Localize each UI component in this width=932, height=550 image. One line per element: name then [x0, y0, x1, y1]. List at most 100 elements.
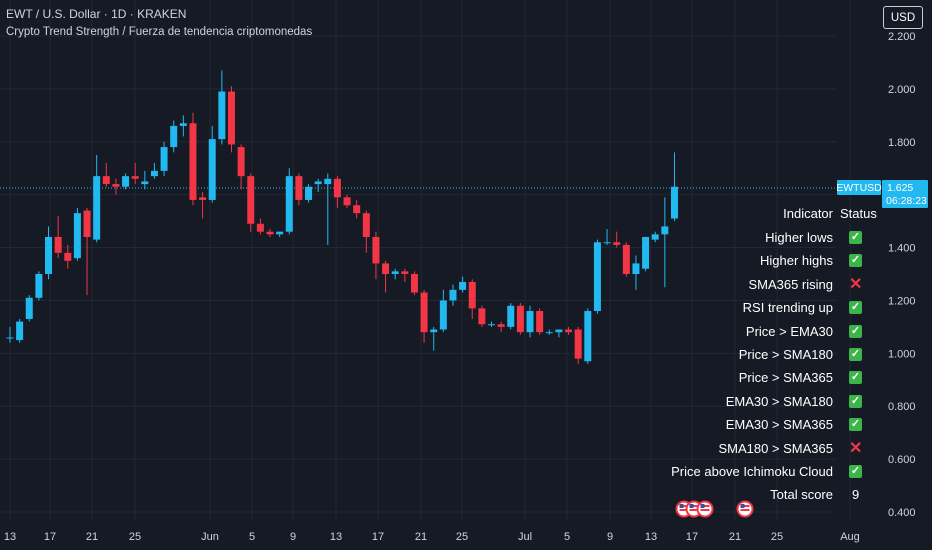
check-icon: ✓: [849, 324, 862, 338]
candle: [189, 112, 197, 206]
candle-body: [468, 281, 476, 309]
y-tick-label: 0.400: [888, 507, 916, 519]
table-row-label: SMA365 rising: [748, 276, 833, 292]
candle: [632, 255, 640, 290]
us-flag-event-icon[interactable]: [696, 500, 714, 518]
candle-body: [449, 289, 457, 301]
candle-body: [189, 123, 197, 200]
candle: [478, 305, 486, 327]
candle: [362, 210, 370, 253]
x-tick-label: 25: [456, 531, 468, 543]
table-header-indicator: Indicator: [783, 206, 833, 221]
candle: [449, 284, 457, 306]
candle-body: [227, 91, 235, 145]
candle: [401, 268, 409, 282]
candle: [410, 271, 418, 296]
candle: [439, 289, 447, 333]
candle: [305, 184, 313, 203]
candle: [391, 268, 399, 280]
price-badge-value: 1.625: [887, 182, 913, 194]
candle-body: [64, 252, 72, 261]
table-row-label: Higher lows: [765, 229, 833, 245]
candle: [382, 260, 390, 293]
y-tick-label: 1.000: [888, 348, 916, 360]
flag-stripe: [679, 505, 689, 507]
candle-body: [632, 263, 640, 274]
check-icon: ✓: [849, 464, 862, 478]
event-markers[interactable]: [675, 500, 754, 518]
table-row-label: RSI trending up: [742, 300, 833, 316]
x-tick-label: 5: [564, 531, 570, 543]
candle-body: [536, 311, 544, 333]
candle-body: [93, 176, 101, 240]
flag-stripe: [679, 509, 689, 511]
candle-body: [382, 263, 390, 274]
candle-body: [497, 324, 505, 327]
candle: [324, 173, 332, 245]
time-axis[interactable]: 13 17 21 25 Jun 5 9 13 17 21 25 Jul 5 9 13 17 21 25 Aug: [4, 531, 860, 543]
flag-canton: [679, 504, 684, 508]
symbol-title[interactable]: EWT / U.S. Dollar · 1D · KRAKEN: [6, 7, 187, 21]
x-tick-label: 17: [686, 531, 698, 543]
flag-stripe: [700, 509, 710, 511]
check-icon: ✓: [849, 394, 862, 408]
candle-body: [25, 297, 33, 319]
candle-body: [353, 205, 361, 214]
candle: [642, 236, 650, 272]
indicator-title[interactable]: Crypto Trend Strength / Fuerza de tenden…: [6, 26, 313, 38]
candle: [102, 162, 110, 187]
y-tick-label: 0.600: [888, 454, 916, 466]
candle: [430, 326, 438, 351]
candle: [574, 326, 582, 364]
table-row-label: Price above Ichimoku Cloud: [671, 463, 833, 479]
candle-body: [478, 308, 486, 325]
candle-body: [256, 223, 264, 232]
candle-body: [593, 242, 601, 312]
candle: [45, 226, 53, 280]
candle-body: [613, 242, 621, 245]
candle: [256, 218, 264, 235]
candle-body: [83, 210, 91, 237]
check-icon: ✓: [849, 347, 862, 361]
candle: [488, 321, 495, 327]
candle-body: [208, 139, 216, 200]
y-tick-label: 2.000: [888, 84, 916, 96]
candle-body: [218, 91, 226, 140]
x-tick-label: 13: [330, 531, 342, 543]
candle: [227, 86, 235, 153]
candle: [141, 170, 149, 190]
candle: [35, 271, 43, 301]
candle-body: [160, 147, 168, 171]
table-row-label: Price > SMA365: [738, 370, 833, 386]
flag-stripe: [700, 505, 710, 507]
price-axis[interactable]: 0.4000.6000.8001.0001.2001.4001.6001.800…: [888, 31, 916, 519]
candle-body: [199, 197, 207, 200]
candle-body: [516, 305, 524, 333]
candle-body: [603, 242, 611, 244]
x-tick-label: 13: [645, 531, 657, 543]
candle-body: [122, 176, 130, 187]
candle: [459, 276, 467, 293]
cross-icon: ✕: [849, 275, 863, 293]
candle: [613, 231, 621, 248]
candle-body: [555, 329, 563, 333]
currency-button[interactable]: USD: [883, 6, 923, 29]
x-tick-label: 13: [4, 531, 16, 543]
us-flag-event-icon[interactable]: [736, 500, 754, 518]
candle: [622, 242, 630, 277]
candle-body: [420, 292, 428, 333]
candle-body: [170, 125, 178, 148]
symbol-badge-bg: [837, 180, 881, 195]
candle-body: [507, 305, 515, 327]
candles: [6, 70, 678, 364]
y-tick-label: 0.800: [888, 401, 916, 413]
candle: [468, 279, 476, 319]
x-tick-label: 21: [415, 531, 427, 543]
candle-body: [488, 324, 495, 326]
candle: [237, 144, 245, 190]
price-badge: EWTUSD 1.625 06:28:23: [836, 180, 928, 208]
candle: [603, 229, 611, 245]
candle: [16, 318, 24, 343]
candle: [670, 152, 678, 222]
